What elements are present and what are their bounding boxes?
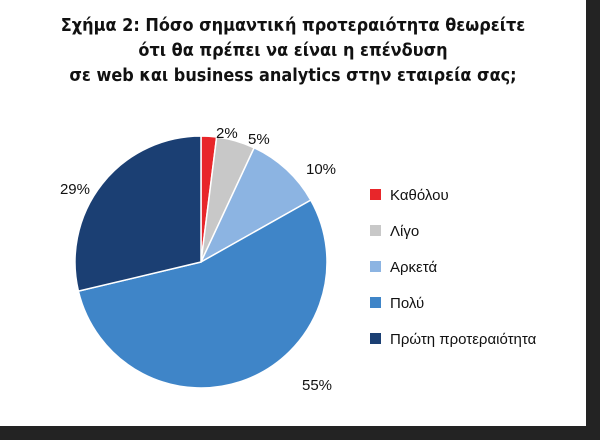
- value-label-πολυ: 55%: [302, 377, 332, 394]
- legend-label-πρωτη-προτεραιοτητα: Πρώτη προτεραιότητα: [390, 331, 537, 348]
- pie-chart: 2% 5% 10% 55% 29% Καθόλου Λίγο Αρκετά Πολύ Πρώτη…: [60, 125, 537, 394]
- value-label-λιγο: 5%: [248, 131, 270, 148]
- legend-swatch-αρκετα: [370, 261, 381, 272]
- legend-swatch-λιγο: [370, 225, 381, 236]
- pie-value-labels: 2% 5% 10% 55% 29%: [60, 125, 336, 394]
- legend-label-πολυ: Πολύ: [390, 295, 424, 312]
- pie-slice-πολυ: [77, 199, 328, 389]
- legend-swatch-πολυ: [370, 297, 381, 308]
- legend-label-καθολου: Καθόλου: [390, 187, 449, 204]
- chart-title-line-3: σε web και business analytics στην εταιρ…: [69, 66, 517, 86]
- pie-slices: [74, 135, 328, 389]
- chart-title: Σχήμα 2: Πόσο σημαντική προτεραιότητα θε…: [23, 14, 562, 89]
- pie-slice-αρκετα: [199, 146, 312, 264]
- legend-label-αρκετα: Αρκετά: [390, 259, 437, 276]
- legend-swatch-πρωτη-προτεραιοτητα: [370, 333, 381, 344]
- legend-swatch-καθολου: [370, 189, 381, 200]
- chart-title-line-2: ότι θα πρέπει να είναι η επένδυση: [138, 41, 448, 61]
- legend-label-λιγο: Λίγο: [390, 223, 419, 240]
- chart-legend: Καθόλου Λίγο Αρκετά Πολύ Πρώτη προτεραιότητα: [370, 187, 537, 348]
- value-label-πρωτη-προτεραιοτητα: 29%: [60, 181, 90, 198]
- value-label-αρκετα: 10%: [306, 161, 336, 178]
- pie-slice-πρωτη-προτεραιοτητα: [74, 135, 202, 293]
- chart-title-line-1: Σχήμα 2: Πόσο σημαντική προτεραιότητα θε…: [60, 16, 526, 36]
- value-label-καθολου: 2%: [216, 125, 238, 142]
